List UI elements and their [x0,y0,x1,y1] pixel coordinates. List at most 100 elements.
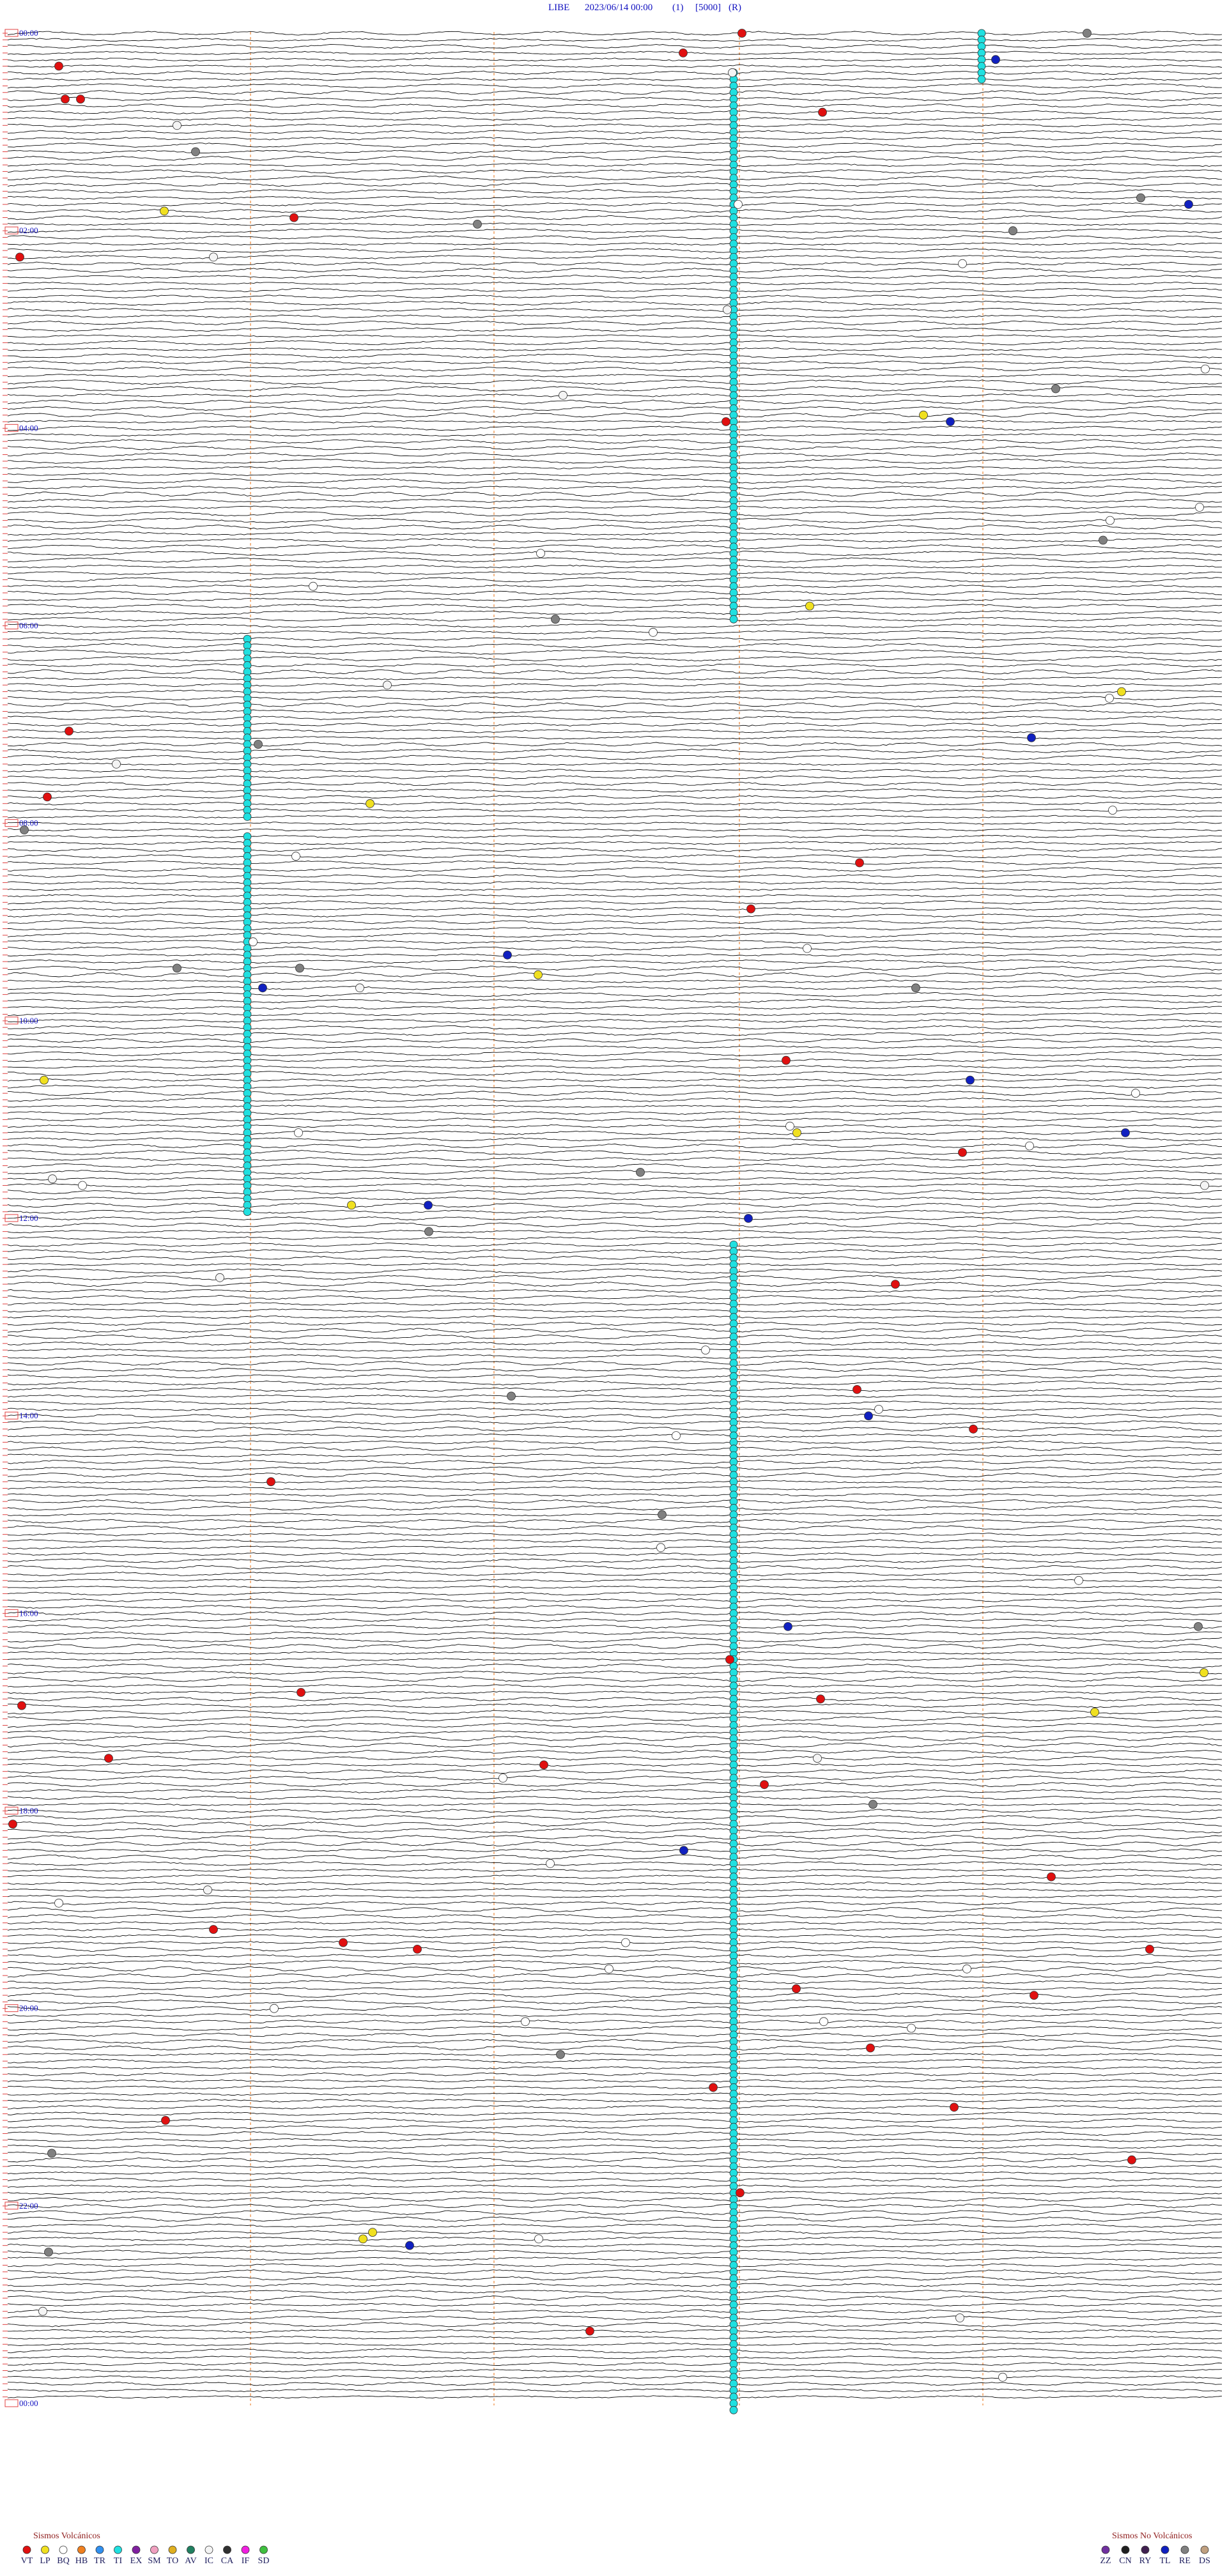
trace [7,1763,1223,1767]
trace [7,1572,1223,1576]
trace [7,1058,1223,1062]
event-marker [368,2228,377,2237]
trace [7,472,1223,477]
trace [7,1966,1223,1972]
trace [7,393,1223,397]
event-marker [658,1510,667,1519]
legend-swatch [95,2545,104,2554]
trace [7,841,1223,845]
legend-swatch [241,2545,250,2554]
trace [7,412,1223,418]
trace [7,2368,1223,2373]
event-marker [48,1174,57,1184]
hour-label: 04:00 [19,423,38,433]
hour-box [4,424,19,432]
event-marker [785,1121,794,1131]
trace [7,1493,1223,1497]
trace [7,1440,1223,1445]
trace [7,182,1223,187]
trace [7,914,1223,917]
trace [7,999,1223,1004]
trace [7,347,1223,351]
trace [7,1618,1223,1622]
event-marker [605,1964,614,1974]
event-marker [679,49,688,57]
trace [7,1861,1223,1866]
trace [7,307,1223,312]
legend-swatch [41,2545,49,2554]
event-marker [413,1944,422,1954]
trace [7,228,1223,233]
trace [7,1703,1223,1708]
event-marker [243,1208,252,1216]
trace [7,2348,1223,2354]
event-marker [891,1280,900,1289]
trace [8,2099,1223,2103]
scale: [5000] [695,3,721,13]
trace [7,2309,1223,2313]
trace [7,2362,1223,2366]
event-marker [556,2050,565,2059]
trace [7,2395,1223,2399]
event-marker [1047,1872,1056,1882]
trace [7,1242,1223,1247]
event-marker [215,1273,224,1282]
trace [7,2375,1223,2379]
trace [7,1426,1223,1432]
trace [7,2118,1223,2123]
trace [7,781,1223,786]
trace [7,142,1223,148]
trace [7,1947,1223,1952]
trace [7,2131,1223,2136]
legend-label: TI [114,2556,123,2566]
trace [7,1815,1223,1820]
trace [7,2085,1223,2090]
legend-swatch [223,2545,231,2554]
trace [7,150,1223,154]
event-marker [803,944,812,953]
trace [7,1420,1223,1425]
event-marker [709,2083,718,2092]
trace [7,965,1223,971]
event-marker [559,390,567,400]
trace [7,2053,1223,2057]
trace [7,643,1223,648]
trace [7,1538,1222,1543]
event-marker [209,1925,218,1934]
trace [7,433,1223,437]
event-marker [728,68,737,77]
trace [7,624,1223,628]
legend-label: RE [1179,2556,1191,2566]
trace [7,1407,1223,1411]
trace [7,1341,1223,1346]
trace [7,505,1223,509]
event-marker [289,213,298,222]
trace [7,57,1223,62]
event-marker [1108,806,1117,815]
trace [7,1446,1223,1452]
event-marker [736,2188,745,2198]
legend-label: TL [1159,2556,1170,2566]
event-marker [725,1655,734,1664]
trace [7,491,1223,497]
trace [7,1281,1223,1287]
trace [7,327,1223,332]
trace [7,1295,1223,1300]
trace [7,1684,1223,1688]
trace [7,1453,1223,1457]
trace [7,854,1222,859]
event-marker [969,1424,978,1434]
event-marker [585,2326,594,2336]
trace [7,340,1223,346]
trace [7,1163,1223,1169]
event-marker [636,1168,645,1177]
trace [7,946,1223,951]
trace [7,1124,1223,1128]
trace [7,1651,1223,1655]
legend-swatch [114,2545,122,2554]
trace [7,130,1223,134]
event-marker [534,970,543,979]
trace [7,1328,1223,1333]
trace [7,696,1223,701]
trace [7,630,1223,634]
